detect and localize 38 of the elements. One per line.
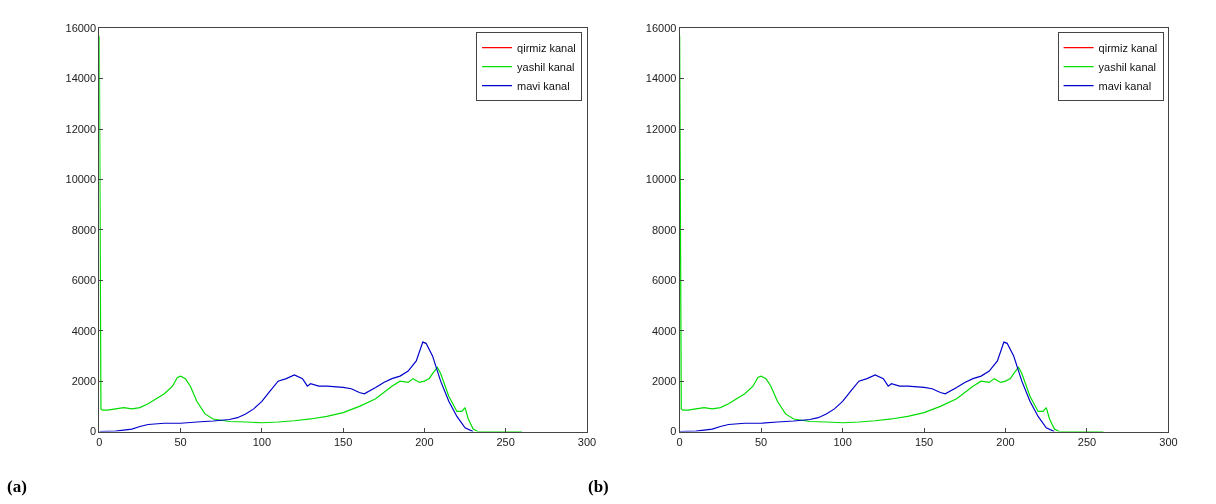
y-tick-label: 8000: [71, 223, 97, 236]
text: (a): [7, 477, 27, 496]
y-tick-label: 6000: [651, 274, 677, 287]
y-tick-label: 10000: [65, 173, 97, 186]
x-tick-label: 300: [577, 435, 597, 448]
y-tick-label: 8000: [651, 223, 677, 236]
y-tick-label: 16000: [65, 21, 97, 34]
y-tick-label: 14000: [645, 72, 677, 85]
x-tick-label: 100: [833, 435, 852, 448]
y-tick-label: 12000: [65, 122, 97, 135]
y-tick-label: 2000: [651, 375, 677, 387]
x-tick-label: 150: [914, 435, 934, 448]
legend-label: qirmiz kanal: [517, 41, 576, 54]
x-tick-label: 150: [333, 435, 353, 448]
legend-label: yashil kanal: [1098, 60, 1157, 73]
x-tick-label: 100: [252, 435, 272, 448]
x-tick-label: 250: [496, 435, 515, 448]
y-tick-label: 10000: [645, 173, 677, 186]
y-tick-label: 16000: [645, 21, 677, 34]
x-tick-label: 50: [754, 435, 768, 448]
y-tick-label: 0: [90, 425, 97, 438]
y-tick-label: 6000: [71, 274, 97, 287]
y-tick-label: 12000: [645, 122, 677, 135]
legend-label: mavi kanal: [517, 79, 570, 92]
x-tick-label: 200: [415, 435, 434, 448]
x-tick-label: 250: [1077, 435, 1097, 448]
x-tick-label: 50: [174, 435, 187, 448]
y-tick-label: 4000: [71, 324, 97, 337]
y-tick-label: 0: [670, 425, 677, 438]
legend-label: yashil kanal: [517, 60, 575, 73]
x-tick-label: 200: [996, 435, 1015, 448]
y-tick-label: 14000: [65, 72, 97, 85]
legend-label: qirmiz kanal: [1098, 41, 1158, 54]
legend-label: mavi kanal: [1098, 79, 1152, 92]
y-tick-label: 2000: [71, 375, 97, 387]
y-tick-label: 4000: [651, 324, 677, 337]
text: (b): [588, 477, 609, 496]
x-tick-label: 300: [1159, 435, 1178, 448]
